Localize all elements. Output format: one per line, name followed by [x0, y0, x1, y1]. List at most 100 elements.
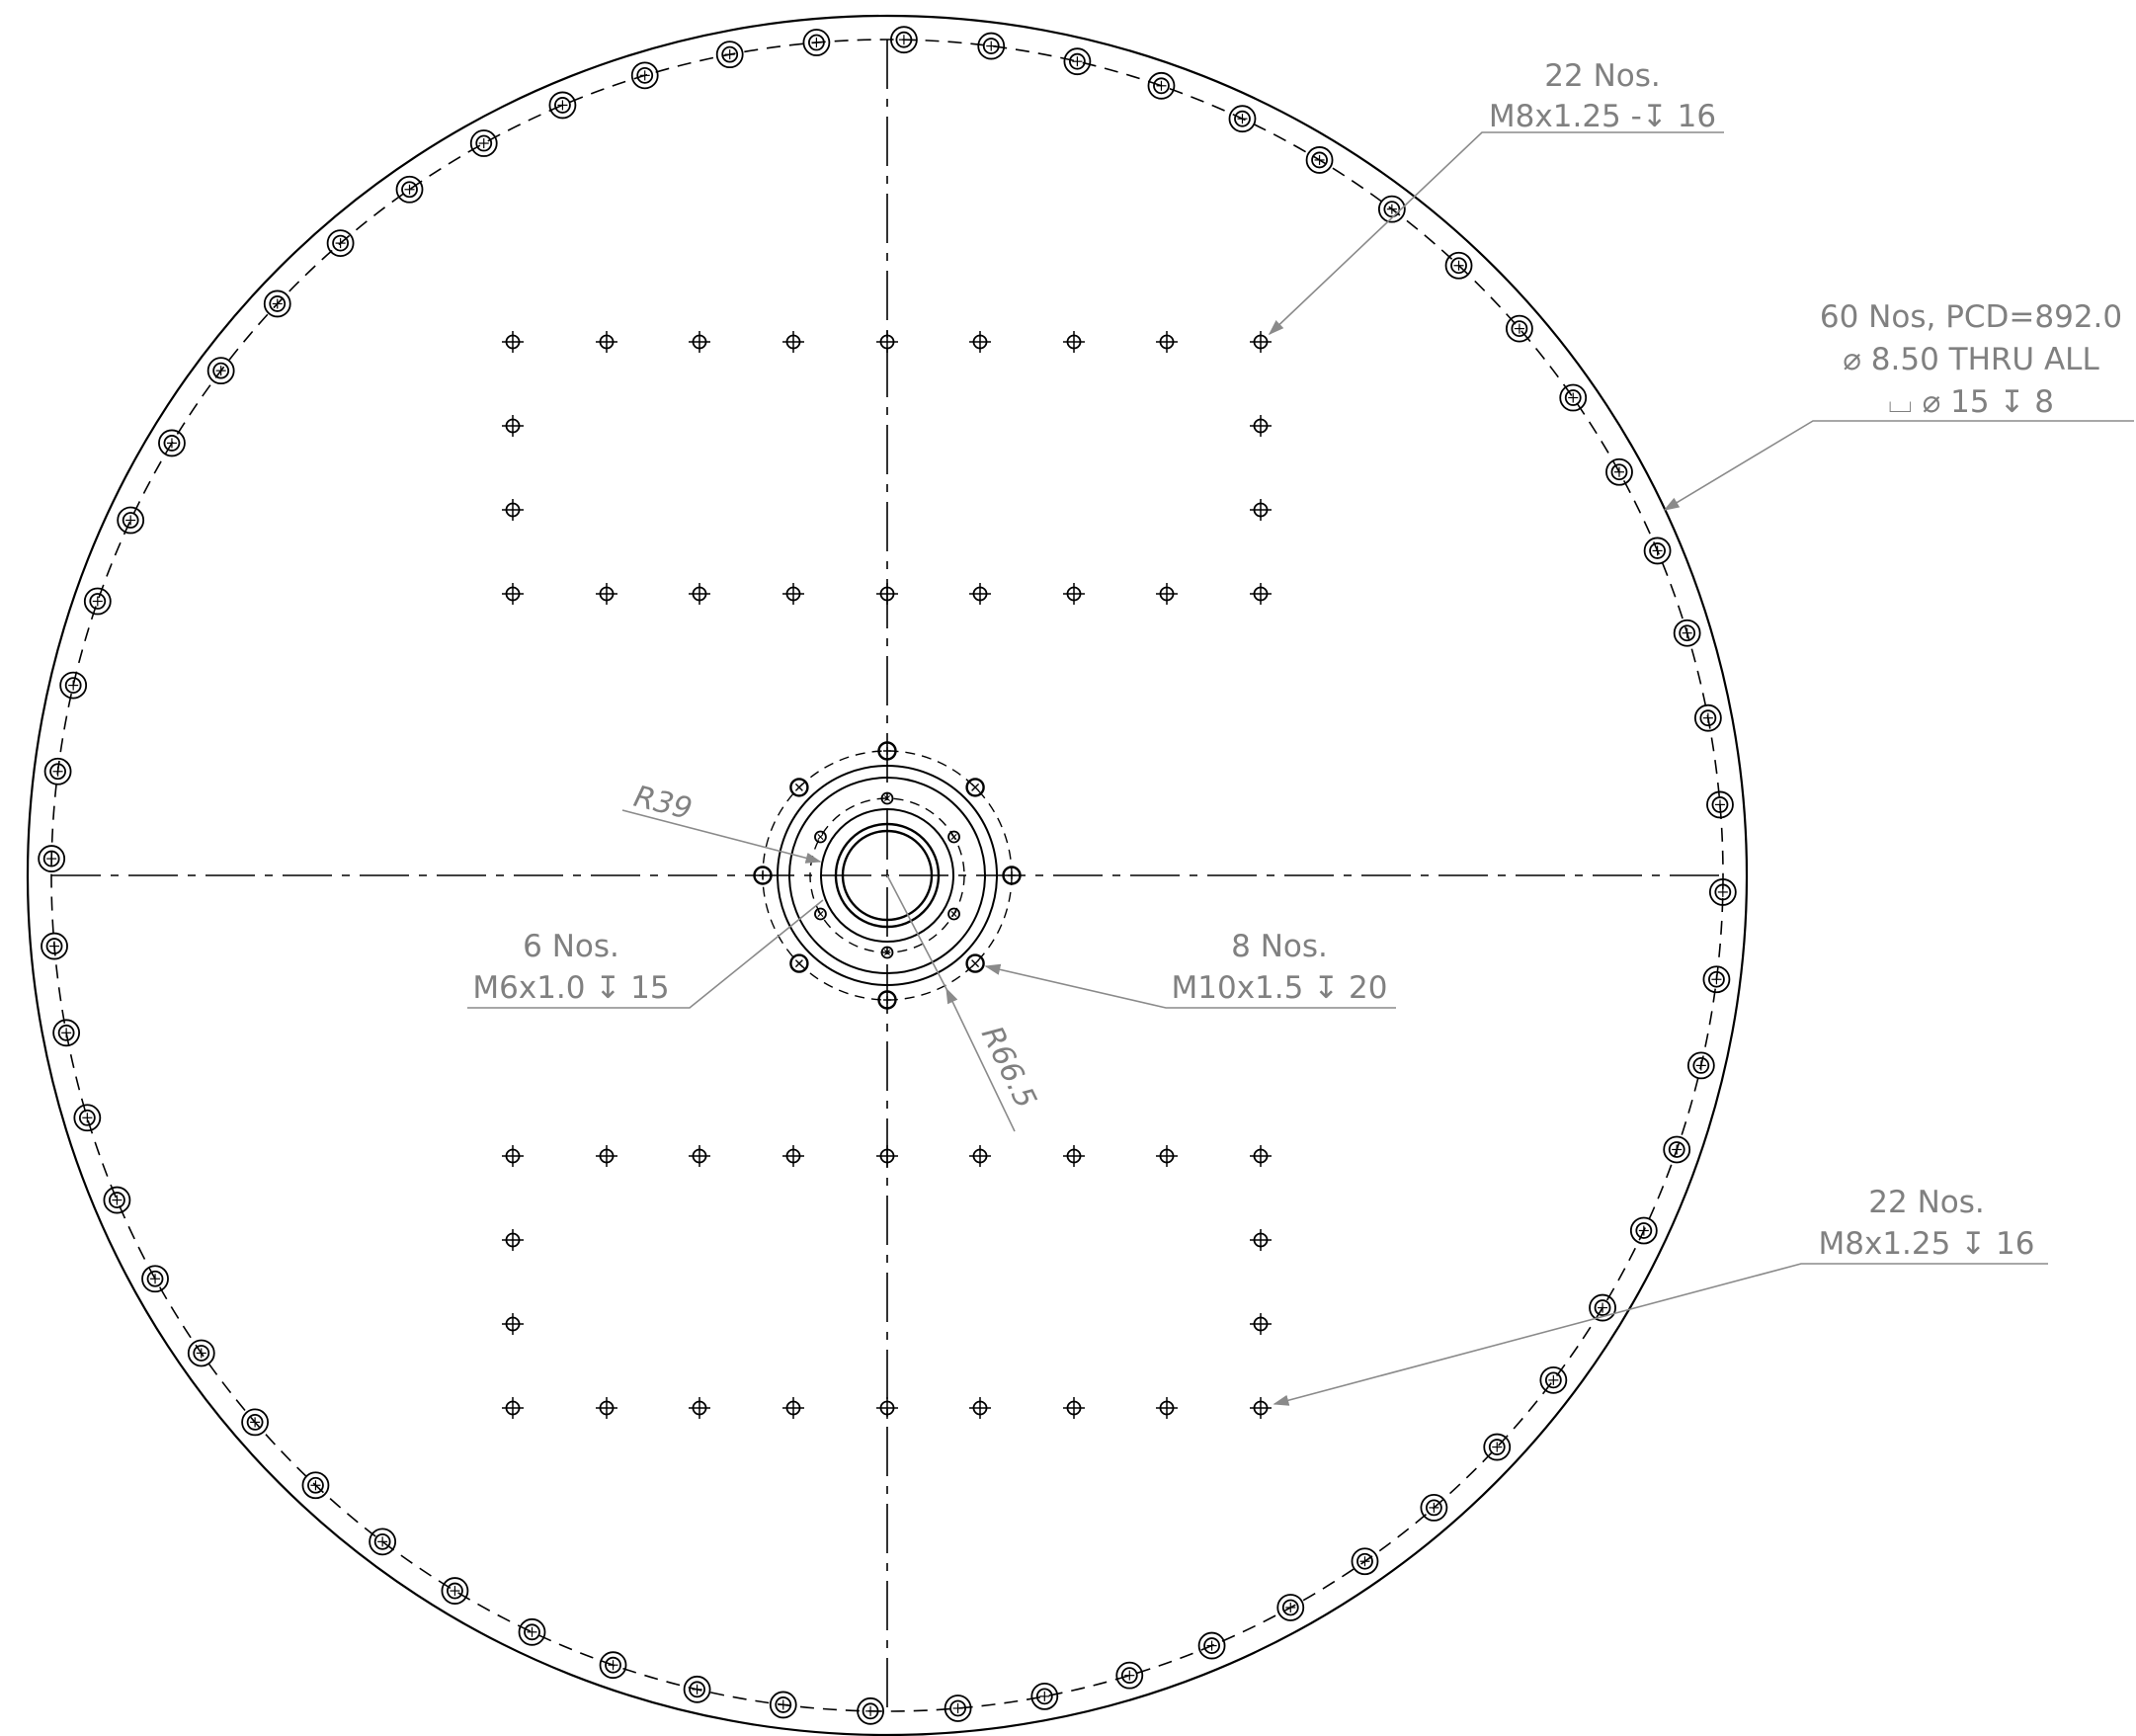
tapped-hole	[502, 1229, 524, 1251]
leader-top-tapped	[1268, 131, 1724, 336]
hub-m6-hole	[814, 830, 827, 844]
leader-r39	[621, 809, 822, 864]
leader-r66-ext	[886, 874, 947, 990]
pcd-hole	[1444, 251, 1473, 280]
pcd-hole	[1673, 619, 1701, 647]
hub-m6-holes	[814, 791, 960, 959]
hub-m10-hole	[789, 953, 809, 973]
pcd-hole	[1483, 1433, 1512, 1461]
tapped-hole	[876, 1145, 898, 1167]
callout-top-tapped-qty: 22 Nos.	[1544, 58, 1660, 94]
pcd-hole	[890, 26, 918, 54]
hub-m10-hole	[789, 778, 809, 797]
pcd-hole	[944, 1695, 972, 1722]
pcd-hole	[395, 175, 424, 204]
tapped-hole	[502, 583, 524, 605]
callout-bolt-circle-spec: ⌀ 8.50 THRU ALL	[1843, 342, 2099, 377]
tapped-hole	[502, 1145, 524, 1167]
tapped-hole	[782, 583, 804, 605]
leader-bottom-tapped	[1273, 1263, 2048, 1406]
callout-hub-m6-spec: M6x1.0 ↧ 15	[472, 970, 669, 1006]
callout-hub-m10-spec: M10x1.5 ↧ 20	[1172, 970, 1388, 1006]
pcd-hole	[715, 41, 744, 69]
pcd-hole	[1351, 1547, 1379, 1576]
callout-hub-m6-qty: 6 Nos.	[523, 929, 619, 964]
pcd-hole	[469, 129, 498, 157]
pcd-hole	[857, 1696, 884, 1725]
hub-m10-hole	[753, 866, 773, 885]
pcd-hole	[1505, 314, 1533, 343]
tapped-hole	[1250, 1397, 1272, 1419]
pcd-hole	[369, 1528, 397, 1556]
pcd-hole	[41, 932, 68, 960]
hub-bore-outer	[834, 822, 941, 929]
pcd-hole	[1605, 457, 1633, 486]
top-tapped-hole-pattern	[502, 331, 1272, 605]
hub-m10-hole	[1002, 866, 1022, 885]
tapped-hole	[1156, 1145, 1178, 1167]
pcd-hole	[241, 1408, 270, 1437]
pcd-hole	[1539, 1365, 1568, 1394]
tapped-hole	[502, 1313, 524, 1335]
tapped-hole	[1250, 415, 1272, 437]
leader-r66	[945, 987, 1016, 1132]
pcd-hole	[630, 61, 659, 90]
pcd-hole	[683, 1675, 711, 1703]
tapped-hole	[1250, 1313, 1272, 1335]
pcd-hole	[1708, 878, 1737, 906]
tapped-hole	[502, 331, 524, 353]
callout-hub-m10: 8 Nos. M10x1.5 ↧ 20	[1172, 929, 1388, 1006]
hub-m10-hole	[965, 778, 985, 797]
pcd-hole	[769, 1691, 797, 1719]
pcd-hole	[158, 429, 186, 457]
tapped-hole	[1063, 1397, 1085, 1419]
callout-bottom-tapped-spec: M8x1.25 ↧ 16	[1819, 1226, 2035, 1262]
callout-hub-m10-qty: 8 Nos.	[1231, 929, 1328, 964]
callout-bolt-circle-cbore: ⌴ ⌀ 15 ↧ 8	[1888, 384, 2054, 420]
pcd-hole	[1559, 383, 1588, 412]
callout-bottom-tapped-qty: 22 Nos.	[1868, 1185, 1984, 1220]
pcd-hole	[1030, 1682, 1059, 1710]
pcd-hole	[1693, 703, 1722, 732]
bottom-tapped-hole-pattern	[502, 1145, 1272, 1419]
tapped-hole	[1063, 331, 1085, 353]
tapped-hole	[782, 1145, 804, 1167]
tapped-hole	[689, 331, 710, 353]
pcd-hole	[59, 671, 88, 700]
tapped-hole	[969, 1145, 991, 1167]
hub-m6-hole	[880, 946, 894, 959]
tapped-hole	[1156, 1397, 1178, 1419]
tapped-hole	[596, 1145, 617, 1167]
tapped-hole	[1250, 499, 1272, 521]
pcd-hole	[141, 1265, 169, 1293]
hub-bore-inner	[841, 829, 934, 922]
tapped-hole	[782, 1397, 804, 1419]
leader-bolt-circle	[1663, 420, 2134, 511]
pcd-hole	[301, 1471, 330, 1500]
leader-hub-m6	[467, 899, 824, 1009]
pcd-hole	[263, 289, 291, 318]
tapped-hole	[782, 331, 804, 353]
hub-m10-hole	[877, 741, 897, 761]
pcd-hole	[599, 1651, 627, 1680]
pcd-hole	[73, 1104, 102, 1132]
pcd-hole	[83, 587, 112, 616]
pcd-hole	[1420, 1493, 1448, 1522]
pcd-hole	[1115, 1661, 1144, 1690]
pcd-hole	[1147, 71, 1176, 100]
tapped-hole	[1250, 1229, 1272, 1251]
tapped-hole	[502, 415, 524, 437]
hub-m6-hole	[880, 791, 894, 805]
tapped-hole	[1156, 331, 1178, 353]
hub-m6-hole	[947, 830, 960, 844]
pcd-hole	[52, 1019, 81, 1047]
tapped-hole	[876, 331, 898, 353]
tapped-hole	[689, 1145, 710, 1167]
pcd-hole	[1197, 1631, 1226, 1660]
outer-plate-circle	[27, 15, 1748, 1736]
radius-r39-label: R39	[630, 780, 696, 827]
pcd-hole	[1305, 146, 1334, 174]
tapped-hole	[969, 331, 991, 353]
callout-hub-m6: 6 Nos. M6x1.0 ↧ 15	[472, 929, 669, 1006]
pcd-hole	[1063, 47, 1092, 76]
